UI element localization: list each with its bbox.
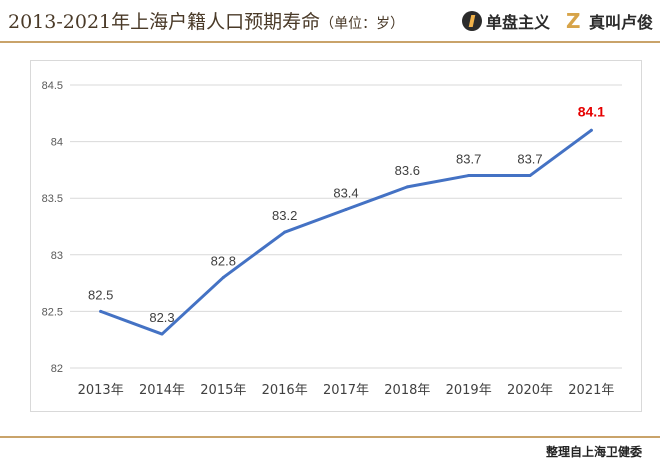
x-tick-label: 2016年 (262, 383, 308, 398)
brand-primary: 单盘主义 (462, 9, 550, 33)
chart-title-text: 2013-2021年上海户籍人口预期寿命 (8, 11, 321, 33)
x-tick-label: 2019年 (446, 383, 492, 398)
brand-primary-label: 单盘主义 (486, 13, 551, 32)
data-label: 82.5 (88, 287, 113, 302)
data-point (221, 275, 225, 279)
brand-primary-logo-icon (462, 11, 482, 31)
data-label: 83.7 (517, 152, 542, 167)
brand-secondary: 真叫卢俊 (565, 9, 653, 33)
chart-unit-note: （单位：岁） (320, 16, 405, 32)
brand-secondary-label: 真叫卢俊 (589, 13, 654, 32)
y-tick-label: 83 (51, 250, 63, 262)
chart-panel (30, 60, 642, 412)
x-tick-label: 2013年 (78, 383, 124, 398)
x-tick-label: 2015年 (200, 383, 246, 398)
y-tick-label: 82 (51, 363, 63, 375)
brand-secondary-logo-icon (565, 9, 585, 33)
data-point (99, 309, 103, 313)
x-tick-label: 2018年 (384, 383, 430, 398)
data-label: 83.4 (333, 186, 358, 201)
data-point (344, 208, 348, 212)
x-tick-label: 2021年 (568, 383, 614, 398)
y-tick-label: 83.5 (42, 193, 63, 205)
data-point (160, 332, 164, 336)
data-point (283, 230, 287, 234)
data-point (405, 185, 409, 189)
x-tick-label: 2020年 (507, 383, 553, 398)
x-tick-label: 2017年 (323, 383, 369, 398)
chart-title: 2013-2021年上海户籍人口预期寿命（单位：岁） (8, 7, 404, 34)
data-label-highlight: 84.1 (578, 103, 605, 119)
chart-header: 2013-2021年上海户籍人口预期寿命（单位：岁） 单盘主义 真叫卢俊 (0, 0, 660, 40)
x-tick-label: 2014年 (139, 383, 185, 398)
data-label: 83.6 (395, 163, 420, 178)
data-point (528, 174, 532, 178)
y-tick-label: 82.5 (42, 306, 63, 318)
data-point (589, 128, 593, 132)
data-point (467, 174, 471, 178)
y-tick-label: 84 (51, 137, 63, 149)
data-label: 82.8 (211, 253, 236, 268)
footer-divider (0, 436, 660, 438)
data-label: 82.3 (149, 310, 174, 325)
data-label: 83.7 (456, 152, 481, 167)
header-divider (0, 41, 660, 43)
source-note: 整理自上海卫健委 (545, 445, 642, 459)
y-tick-label: 84.5 (42, 80, 63, 92)
data-label: 83.2 (272, 208, 297, 223)
